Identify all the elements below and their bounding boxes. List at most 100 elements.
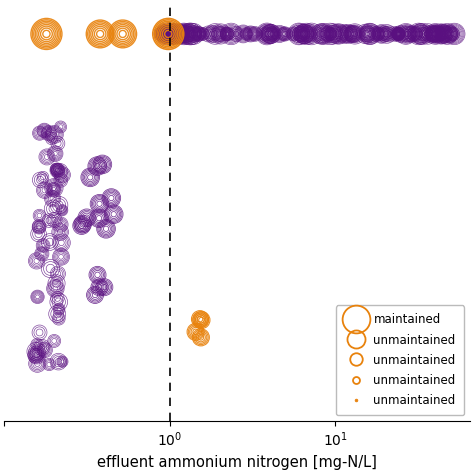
Point bbox=[174, 30, 182, 38]
Point bbox=[55, 298, 63, 306]
Point bbox=[300, 30, 308, 38]
Point bbox=[195, 30, 202, 38]
Point bbox=[96, 283, 103, 291]
Point bbox=[177, 30, 185, 38]
Point bbox=[57, 253, 65, 261]
Point bbox=[417, 30, 424, 38]
Point bbox=[35, 230, 42, 238]
Point bbox=[450, 30, 458, 38]
Point bbox=[170, 30, 177, 38]
Point bbox=[78, 222, 85, 229]
Point bbox=[335, 30, 342, 38]
Point bbox=[450, 30, 458, 38]
Point bbox=[34, 360, 41, 367]
Point bbox=[438, 30, 445, 38]
Point bbox=[300, 30, 308, 38]
Point bbox=[36, 129, 44, 137]
Point bbox=[36, 212, 43, 219]
Point bbox=[190, 30, 197, 38]
Point bbox=[324, 30, 331, 38]
Point bbox=[33, 257, 40, 264]
Point bbox=[228, 30, 235, 38]
Point bbox=[50, 185, 57, 193]
Point bbox=[300, 30, 308, 38]
Point bbox=[177, 30, 185, 38]
Point bbox=[430, 30, 438, 38]
Point bbox=[161, 30, 168, 38]
Point bbox=[171, 30, 179, 38]
Point bbox=[404, 30, 412, 38]
Point bbox=[350, 30, 357, 38]
Point bbox=[194, 30, 201, 38]
Point bbox=[171, 30, 178, 38]
Point bbox=[397, 30, 405, 38]
Point bbox=[119, 30, 127, 38]
Point bbox=[171, 30, 179, 38]
Point bbox=[54, 294, 61, 302]
Point bbox=[223, 30, 230, 38]
Point bbox=[177, 30, 185, 38]
Point bbox=[99, 161, 106, 168]
Point bbox=[251, 30, 259, 38]
Point bbox=[43, 153, 51, 161]
Point bbox=[173, 30, 181, 38]
Point bbox=[335, 30, 342, 38]
Point bbox=[78, 222, 85, 229]
Point bbox=[397, 30, 405, 38]
Point bbox=[43, 30, 50, 38]
Point bbox=[383, 30, 391, 38]
Point bbox=[164, 30, 172, 38]
Point bbox=[183, 30, 191, 38]
Point bbox=[276, 30, 283, 38]
Point bbox=[57, 253, 65, 261]
Point bbox=[36, 222, 43, 230]
Point bbox=[199, 30, 207, 38]
Point bbox=[297, 30, 304, 38]
Point bbox=[32, 348, 40, 356]
Point bbox=[425, 30, 433, 38]
Point bbox=[96, 283, 103, 291]
Point bbox=[450, 30, 458, 38]
Point bbox=[224, 30, 231, 38]
Point bbox=[422, 30, 430, 38]
Point bbox=[329, 30, 337, 38]
Point bbox=[450, 30, 458, 38]
Point bbox=[38, 344, 46, 351]
Point bbox=[46, 238, 54, 246]
Point bbox=[119, 30, 127, 38]
Point bbox=[351, 30, 358, 38]
Point bbox=[373, 30, 380, 38]
Point bbox=[276, 30, 283, 38]
Point bbox=[194, 30, 201, 38]
Point bbox=[205, 30, 212, 38]
Point bbox=[161, 30, 169, 38]
Point bbox=[335, 30, 342, 38]
Point bbox=[33, 341, 41, 348]
Point bbox=[164, 30, 172, 38]
Point bbox=[180, 30, 188, 38]
Point bbox=[79, 220, 86, 228]
Point bbox=[199, 30, 207, 38]
Point bbox=[349, 30, 356, 38]
Point bbox=[108, 194, 115, 202]
Point bbox=[434, 30, 441, 38]
Point bbox=[438, 30, 445, 38]
Point bbox=[432, 30, 439, 38]
Point bbox=[178, 30, 185, 38]
Point bbox=[434, 30, 441, 38]
Point bbox=[366, 30, 374, 38]
Point bbox=[351, 30, 358, 38]
Point bbox=[320, 30, 328, 38]
Point bbox=[52, 285, 59, 292]
Point bbox=[308, 30, 315, 38]
Point bbox=[36, 129, 44, 137]
Point bbox=[217, 30, 224, 38]
Point bbox=[49, 195, 56, 202]
Point bbox=[161, 30, 168, 38]
Point bbox=[35, 223, 43, 231]
Point bbox=[267, 30, 274, 38]
Point bbox=[93, 162, 101, 170]
Point bbox=[373, 30, 380, 38]
Point bbox=[94, 271, 101, 279]
Point bbox=[267, 30, 275, 38]
